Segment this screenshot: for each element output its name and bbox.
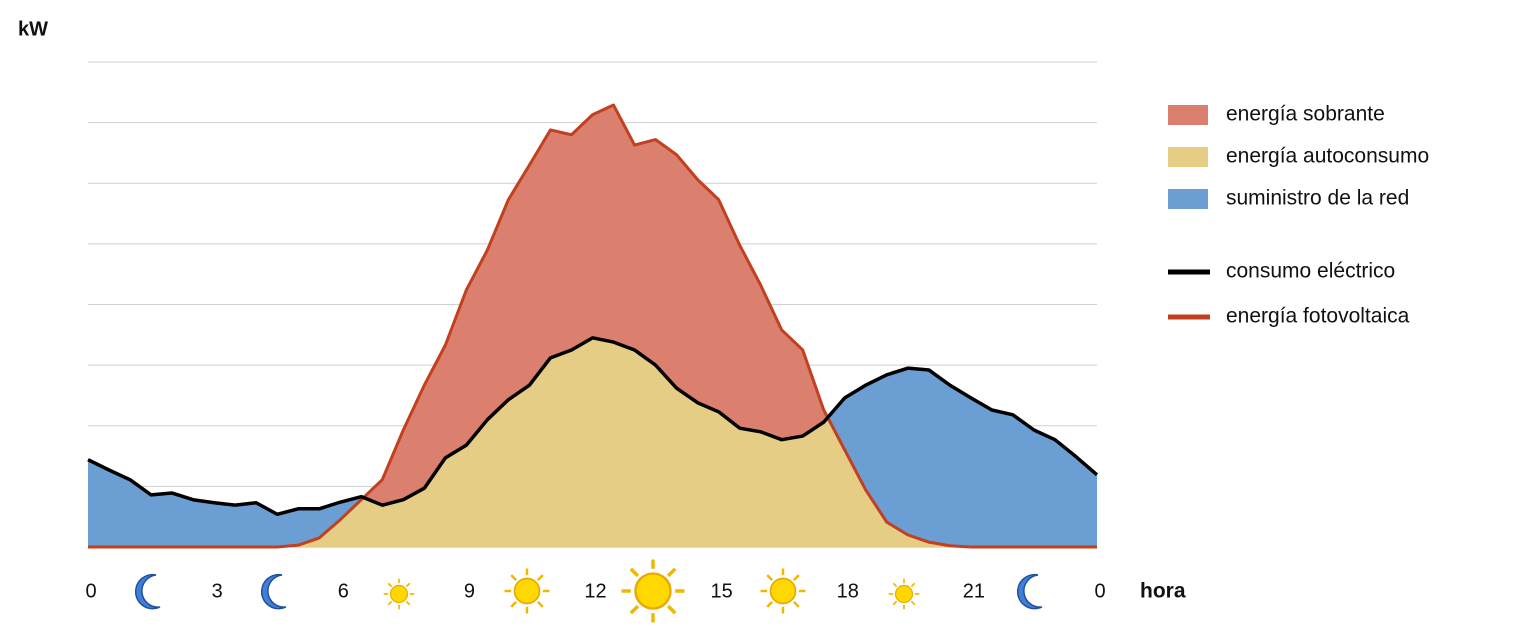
legend-label: energía fotovoltaica: [1226, 305, 1410, 328]
legend-swatch: [1168, 105, 1208, 125]
moon-icon: [134, 573, 161, 610]
legend-label: suministro de la red: [1226, 187, 1409, 210]
x-tick-label: 15: [711, 580, 733, 602]
x-tick-label: 3: [212, 580, 223, 602]
area-grid-supply: [88, 337, 1097, 547]
sun-icon: [619, 557, 687, 625]
legend-label: energía sobrante: [1226, 103, 1385, 126]
moon-icon: [1016, 573, 1043, 610]
x-axis-label: hora: [1140, 580, 1186, 603]
legend-label: energía autoconsumo: [1226, 145, 1429, 168]
sun-icon: [503, 567, 551, 615]
legend-swatch: [1168, 189, 1208, 209]
x-tick-label: 9: [464, 580, 475, 602]
x-tick-label: 18: [837, 580, 859, 602]
y-axis-label: kW: [18, 18, 48, 40]
sun-icon: [887, 577, 921, 611]
series-line: [87, 336, 1099, 517]
sun-icon: [382, 577, 416, 611]
area-surplus: [88, 105, 1097, 547]
x-tick-label: 0: [85, 580, 96, 602]
x-tick-label: 6: [338, 580, 349, 602]
area-selfconsumption: [88, 337, 1097, 547]
legend-label: consumo eléctrico: [1226, 260, 1395, 283]
x-tick-label: 12: [584, 580, 606, 602]
x-tick-label: 0: [1094, 580, 1105, 602]
series-line: [88, 103, 1097, 549]
sun-icon: [759, 567, 807, 615]
moon-icon: [260, 573, 287, 610]
legend-swatch: [1168, 147, 1208, 167]
x-tick-label: 21: [963, 580, 985, 602]
